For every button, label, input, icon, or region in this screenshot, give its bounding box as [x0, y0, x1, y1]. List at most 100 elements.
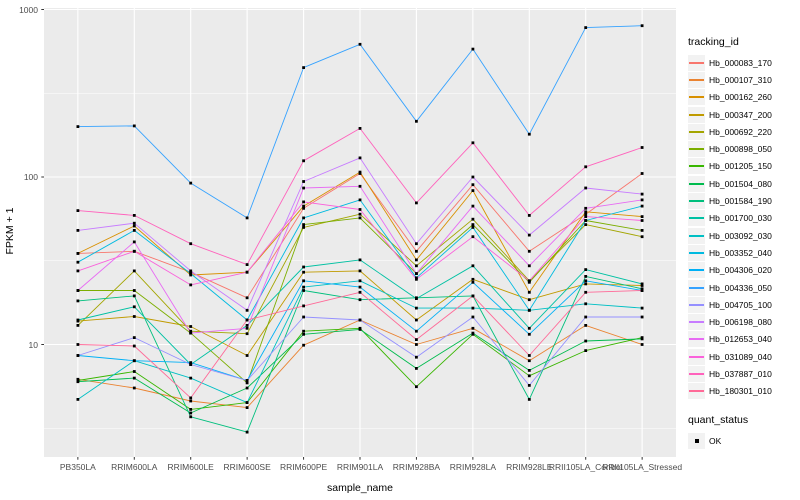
data-point [358, 269, 362, 273]
legend-item-label: Hb_003092_030 [709, 230, 772, 241]
data-point [76, 398, 80, 401]
data-point [76, 318, 80, 322]
data-point [471, 226, 475, 229]
data-point [358, 285, 362, 289]
x-tick-label: RRIM928LE [506, 462, 553, 472]
data-point [189, 361, 193, 364]
data-point [584, 219, 588, 222]
data-point [189, 411, 193, 415]
data-point [415, 201, 418, 205]
data-point [245, 406, 249, 409]
data-point [245, 401, 249, 404]
data-point [189, 331, 193, 335]
legend-item-label: Hb_001584_190 [709, 196, 772, 207]
data-point [415, 329, 418, 333]
data-point [471, 217, 475, 221]
x-tick-label: RRIM928BA [392, 462, 441, 472]
legend-items-quant-status: OK [688, 432, 798, 449]
legend-key-line-icon [688, 141, 705, 158]
data-point [245, 379, 249, 382]
data-point [76, 269, 80, 273]
legend-key-line-icon [688, 175, 705, 192]
data-point [132, 240, 136, 244]
data-point [415, 297, 418, 300]
legend-item: Hb_031089_040 [688, 348, 798, 365]
data-point [189, 363, 193, 366]
data-point [640, 337, 644, 341]
data-point [471, 204, 475, 208]
legend-item-label: Hb_037887_010 [709, 368, 772, 379]
data-point [415, 338, 418, 341]
data-point [189, 269, 193, 273]
data-point [640, 235, 644, 239]
data-point [358, 208, 362, 211]
legend-item: Hb_037887_010 [688, 365, 798, 382]
data-point [415, 318, 418, 322]
data-point [132, 305, 136, 309]
data-point [302, 329, 305, 333]
data-point [584, 275, 588, 278]
y-tick-label: 100 [23, 172, 38, 182]
legend-item: Hb_012653_040 [688, 331, 798, 348]
data-point [527, 214, 531, 217]
legend-item: Hb_003092_030 [688, 227, 798, 244]
legend-key-line-icon [688, 331, 705, 348]
legend-key-line-icon [688, 314, 705, 331]
data-point [76, 343, 80, 346]
data-point [132, 376, 136, 380]
data-point [76, 289, 80, 292]
data-point [640, 219, 644, 222]
data-point [245, 332, 249, 336]
data-point [471, 280, 475, 284]
data-point [132, 224, 136, 228]
data-point [415, 367, 418, 370]
data-point [302, 285, 305, 289]
data-point [358, 198, 362, 202]
legend-item-label: Hb_180301_010 [709, 386, 772, 397]
data-point [358, 290, 362, 294]
data-point [189, 329, 193, 333]
data-point [584, 165, 588, 169]
legend-item: Hb_000162_260 [688, 89, 798, 106]
data-point [640, 192, 644, 196]
data-point [245, 326, 249, 330]
data-point [76, 252, 80, 255]
data-point [640, 315, 644, 319]
data-point [302, 265, 305, 269]
data-point [358, 318, 362, 322]
data-point [527, 384, 531, 387]
data-point [527, 398, 531, 401]
data-point [640, 284, 644, 287]
data-point [415, 276, 418, 280]
data-point [302, 66, 305, 69]
data-point [471, 235, 475, 239]
legend-item: Hb_180301_010 [688, 383, 798, 400]
data-point [132, 221, 136, 225]
data-point [302, 204, 305, 208]
x-tick-label: RRIM600LE [167, 462, 214, 472]
data-point [358, 127, 362, 130]
legend-item-label: Hb_000898_050 [709, 144, 772, 155]
legend-item: Hb_000692_220 [688, 123, 798, 140]
data-point [245, 381, 249, 385]
data-point [132, 336, 136, 339]
legend-key-line-icon [688, 296, 705, 313]
legend-key-point-icon [688, 432, 705, 449]
legend-item-label: Hb_004705_100 [709, 299, 772, 310]
legend-item: Hb_001584_190 [688, 192, 798, 210]
data-point [132, 249, 136, 253]
data-point [132, 386, 136, 390]
legend-item: Hb_001504_080 [688, 175, 798, 192]
x-tick-label: RRIM600SE [223, 462, 271, 472]
data-point [471, 189, 475, 192]
legend-item: Hb_003352_040 [688, 244, 798, 261]
data-point [358, 42, 362, 46]
data-point [358, 298, 362, 302]
legend-key-line-icon [688, 244, 705, 261]
legend-key-line-icon [688, 210, 705, 227]
data-point [415, 258, 418, 262]
data-point [189, 242, 193, 246]
legend-item: Hb_000347_200 [688, 106, 798, 123]
legend-key-line-icon [688, 158, 705, 175]
data-point [302, 315, 305, 319]
